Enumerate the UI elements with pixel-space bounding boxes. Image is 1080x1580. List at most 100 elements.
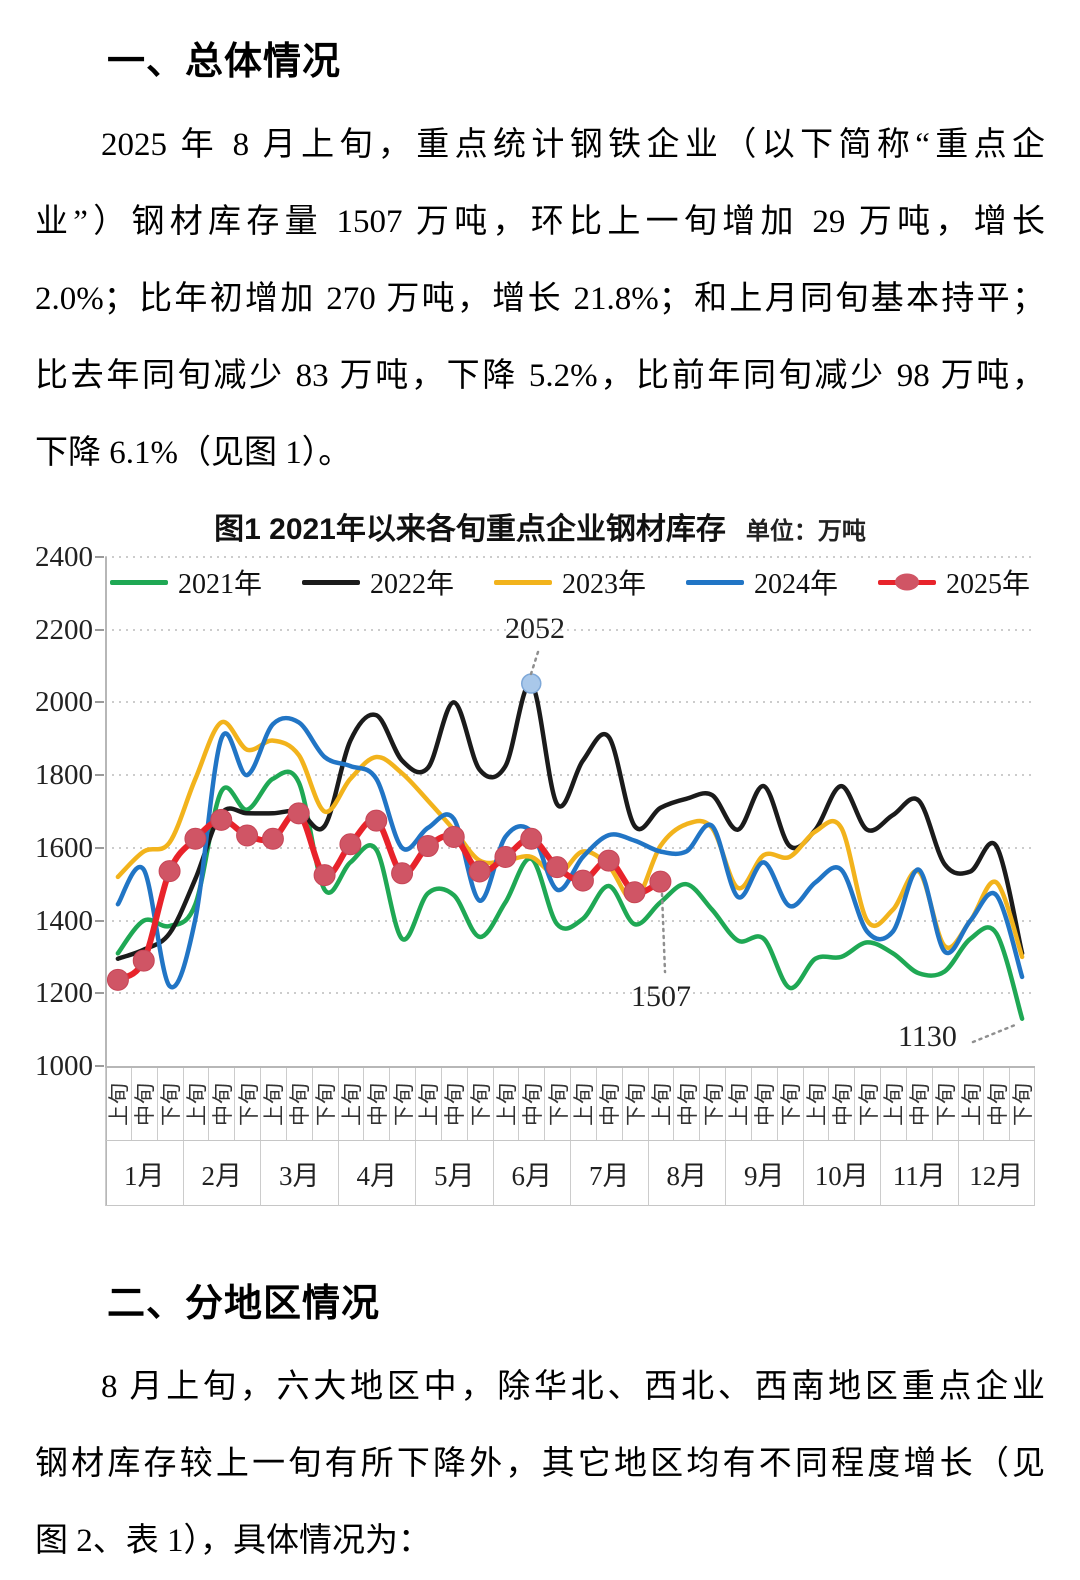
x-period-label: 中旬 xyxy=(908,1082,932,1126)
x-period-cell: 上旬 xyxy=(182,1068,208,1140)
x-period-label: 下旬 xyxy=(1011,1082,1035,1126)
figure1-line-chart: 图1 2021年以来各旬重点企业钢材库存 单位：万吨 2021年 2022年 2023… xyxy=(35,500,1045,1222)
x-period-label: 上旬 xyxy=(417,1082,441,1126)
x-period-cell: 下旬 xyxy=(466,1068,493,1140)
series-line-2021年 xyxy=(115,769,1025,1021)
y-axis-tick-mark xyxy=(95,556,104,558)
x-period-label: 上旬 xyxy=(649,1082,674,1126)
x-month-label: 5月 xyxy=(415,1141,493,1206)
x-period-label: 下旬 xyxy=(546,1082,570,1126)
x-period-cell: 上旬 xyxy=(105,1068,131,1140)
x-period-cell: 中旬 xyxy=(285,1068,312,1140)
gridline xyxy=(105,846,1035,849)
x-month-label: 9月 xyxy=(725,1141,803,1206)
annotation-leader-line xyxy=(971,1023,1017,1044)
document-body: 一、总体情况 2025 年 8 月上旬，重点统计钢铁企业（以下简称“重点企业”）… xyxy=(35,0,1045,1580)
x-period-cell: 上旬 xyxy=(260,1068,286,1140)
x-period-label: 下旬 xyxy=(934,1082,958,1126)
x-period-label: 中旬 xyxy=(753,1082,777,1126)
legend-label: 2023年 xyxy=(561,569,646,600)
y-axis-tick-label: 2000 xyxy=(35,686,93,719)
annotation-label-1130: 1130 xyxy=(898,1020,957,1053)
data-point-marker xyxy=(106,968,129,991)
legend-item-2021年: 2021年 xyxy=(109,562,262,602)
x-period-cell: 中旬 xyxy=(750,1068,777,1140)
x-month-label: 11月 xyxy=(880,1141,958,1206)
x-period-cell: 中旬 xyxy=(983,1068,1009,1140)
x-period-cell: 上旬 xyxy=(415,1068,441,1140)
series-line-2024年 xyxy=(115,715,1025,990)
x-period-cell: 中旬 xyxy=(828,1068,854,1140)
x-axis-month-row: 1月 2月 3月 4月 5月 6月 7月 8月 9月 10月 11月 12月 xyxy=(105,1140,1035,1206)
legend-line-swatch xyxy=(878,573,937,591)
legend-marker-dot xyxy=(895,573,920,591)
x-period-label: 下旬 xyxy=(701,1082,725,1126)
x-period-cell: 中旬 xyxy=(130,1068,157,1140)
x-month-label: 8月 xyxy=(647,1141,725,1206)
annotation-label-1507: 1507 xyxy=(631,980,691,1013)
legend-label: 2025年 xyxy=(946,569,1031,600)
chart-title-row: 图1 2021年以来各旬重点企业钢材库存 单位：万吨 xyxy=(35,504,1045,548)
x-period-cell: 下旬 xyxy=(544,1068,570,1140)
x-period-label: 中旬 xyxy=(520,1082,545,1126)
x-period-label: 上旬 xyxy=(572,1082,596,1126)
x-period-cell: 下旬 xyxy=(621,1068,648,1140)
gridline xyxy=(105,774,1035,777)
y-axis-tick-label: 2200 xyxy=(35,613,93,646)
annotation-leader-line xyxy=(660,892,667,974)
y-axis-tick-label: 1800 xyxy=(35,759,93,792)
data-point-marker xyxy=(210,808,233,831)
legend-line-swatch xyxy=(109,579,168,585)
chart-title: 图1 2021年以来各旬重点企业钢材库存 xyxy=(214,513,726,546)
legend-item-2024年: 2024年 xyxy=(686,562,838,602)
x-period-label: 下旬 xyxy=(314,1082,338,1126)
legend-label: 2024年 xyxy=(754,569,839,600)
x-month-label: 10月 xyxy=(802,1141,880,1206)
x-period-label: 上旬 xyxy=(494,1082,519,1126)
x-period-label: 中旬 xyxy=(675,1082,700,1126)
x-period-cell: 下旬 xyxy=(234,1068,260,1140)
chart-legend: 2021年 2022年 2023年 2024年 2025年 xyxy=(105,562,1035,602)
x-period-cell: 中旬 xyxy=(363,1068,389,1140)
y-axis-tick-label: 1200 xyxy=(35,977,93,1010)
x-period-cell: 上旬 xyxy=(337,1068,363,1140)
series-line-2022年 xyxy=(115,681,1025,961)
x-period-label: 中旬 xyxy=(830,1082,855,1126)
data-point-marker xyxy=(494,845,517,868)
paragraph-line: 比去年同旬减少 83 万吨，下降 5.2%，比前年同旬减少 98 万吨， xyxy=(35,358,1045,394)
y-axis-tick-mark xyxy=(95,992,104,995)
y-axis-tick-mark xyxy=(95,1065,104,1067)
x-period-label: 上旬 xyxy=(959,1082,984,1126)
y-axis-line xyxy=(105,557,107,1206)
paragraph-line: 2025 年 8 月上旬，重点统计钢铁企业（以下简称“重点企 xyxy=(101,127,1045,163)
x-period-cell: 下旬 xyxy=(156,1068,183,1140)
paragraph-line: 8 月上旬，六大地区中，除华北、西北、西南地区重点企业 xyxy=(101,1369,1045,1405)
x-period-label: 中旬 xyxy=(210,1082,235,1126)
data-point-marker xyxy=(468,860,491,883)
annotation-leader-line xyxy=(529,650,540,676)
x-period-cell: 上旬 xyxy=(880,1068,906,1140)
paragraph-line: 业”）钢材库存量 1507 万吨，环比上一旬增加 29 万吨，增长 xyxy=(35,204,1045,240)
gridline xyxy=(105,628,1035,631)
x-period-cell: 上旬 xyxy=(492,1068,519,1140)
data-point-marker xyxy=(623,881,646,904)
x-period-label: 中旬 xyxy=(365,1082,390,1126)
data-point-marker xyxy=(442,825,465,848)
series-line-2023年 xyxy=(115,719,1025,960)
data-point-marker xyxy=(236,824,259,847)
x-period-label: 中旬 xyxy=(598,1082,622,1126)
x-period-cell: 上旬 xyxy=(725,1068,751,1140)
section1-heading: 一、总体情况 xyxy=(107,41,342,83)
x-period-label: 上旬 xyxy=(262,1082,286,1126)
paragraph-line: 2.0%；比年初增加 270 万吨，增长 21.8%；和上月同旬基本持平； xyxy=(35,281,1045,317)
x-period-label: 下旬 xyxy=(624,1082,648,1126)
data-point-marker xyxy=(365,809,388,832)
data-point-marker xyxy=(287,802,310,825)
data-point-marker xyxy=(391,862,414,885)
x-period-cell: 下旬 xyxy=(1009,1068,1035,1140)
x-period-cell: 上旬 xyxy=(802,1068,828,1140)
gridline xyxy=(105,556,1035,558)
legend-line-swatch xyxy=(301,579,360,585)
x-period-cell: 下旬 xyxy=(854,1068,880,1140)
